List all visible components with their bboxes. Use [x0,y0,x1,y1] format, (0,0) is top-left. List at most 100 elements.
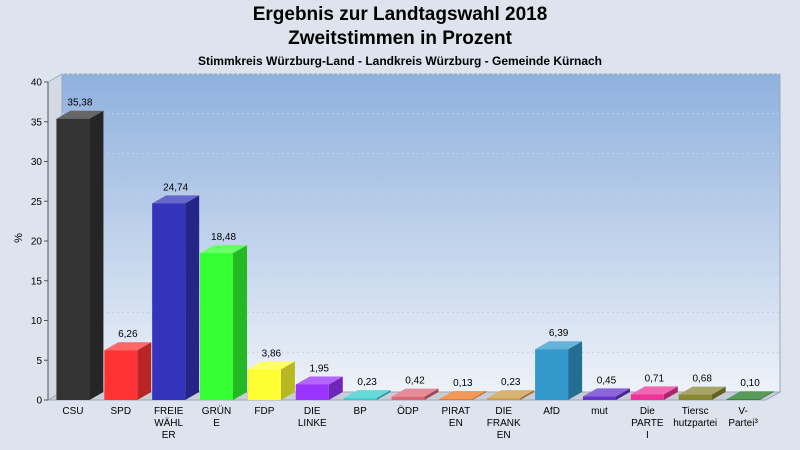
bar-top [295,376,343,385]
bar-side [89,110,104,400]
x-tick-label-line: Die [640,406,655,417]
bar-top [630,386,678,395]
bar-top [726,391,774,400]
bar-side [759,391,774,400]
x-tick-label: DIE LINKE [298,406,327,429]
chart-subtitle: Zweitstimmen in Prozent [288,28,512,49]
bar [535,341,583,400]
bar-front [630,394,664,400]
bar-front [295,384,329,400]
x-tick-label-line: mut [591,406,608,417]
x-tick-label: SPD [111,406,132,417]
data-label: 0,42 [405,376,425,387]
data-label: 0,23 [357,377,377,388]
data-label: 18,48 [211,232,236,243]
bar-top [678,386,726,395]
bar [391,388,439,400]
bar-top [200,245,248,254]
bar [439,390,487,400]
y-tick-label: 5 [36,356,42,367]
x-tick-label: Die PARTE I [631,406,664,441]
x-tick-label-line: Tiersc [682,406,709,417]
data-label: 0,71 [645,373,665,384]
bar-top [343,390,391,399]
bar [343,390,391,400]
bar-front [582,396,616,400]
bar-side [328,376,343,400]
x-tick-label: FREIE WÄHL ER [154,406,184,441]
x-tick-label-line: PARTE [631,418,664,429]
x-tick-label-line: EN [449,418,463,429]
data-label: 0,68 [692,374,712,385]
y-tick-label: 40 [31,78,43,89]
y-tick-label: 30 [31,157,43,168]
x-tick-label-line: SPD [111,406,132,417]
bar [678,386,726,400]
bar-front [56,118,90,400]
x-tick-label: mut [591,406,608,417]
x-tick-label: CSU [62,406,83,417]
data-label: 3,86 [262,348,282,359]
bar [582,388,630,400]
x-tick-label: BP [353,406,367,417]
bar [152,195,200,400]
bar-side [568,341,583,400]
data-label: 6,26 [118,329,138,340]
data-label: 0,13 [453,378,473,389]
bar-front [343,398,377,400]
bar-front [152,203,186,400]
data-label: 0,23 [501,377,521,388]
x-tick-label-line: EN [497,430,511,441]
bar-front [200,253,234,400]
x-tick-label: ÖDP [397,405,419,417]
x-tick-label: PIRAT EN [442,406,471,429]
bar-top [104,342,152,351]
x-tick-label-line: BP [353,406,367,417]
bar-front [104,350,138,400]
x-tick-label-line: PIRAT [442,406,471,417]
x-tick-label-line: AfD [543,406,560,417]
bar [726,391,774,400]
x-tick-label-line: hutzpartei [673,418,717,429]
bar-top [247,361,295,370]
x-tick-label-line: CSU [62,406,83,417]
bar-side [233,245,248,400]
x-tick-label: GRÜN E [202,405,231,429]
bar-side [472,390,487,400]
bar-side [615,388,630,400]
data-label: 0,10 [740,378,760,389]
chart-title: Ergebnis zur Landtagswahl 2018 [252,4,548,25]
x-tick-label-line: I [646,430,649,441]
x-tick-label-line: FDP [254,406,274,417]
x-tick-label-line: Partei³ [728,418,758,429]
x-tick-label-line: E [213,418,220,429]
bar-front [487,398,521,400]
x-tick-label-line: FREIE [154,406,184,417]
y-tick-label: 10 [31,316,43,327]
bar-side [137,342,152,400]
y-tick-label: 35 [31,117,43,128]
x-tick-label-line: DIE [304,406,321,417]
bar-top [535,341,583,350]
bar [630,386,678,400]
x-tick-label-line: DIE [495,406,512,417]
bar-front [535,349,569,400]
bar-top [391,388,439,397]
bar-top [152,195,200,204]
bar-front [247,369,281,400]
x-tick-label-line: ER [162,430,176,441]
data-label: 24,74 [163,182,188,193]
data-label: 0,45 [597,375,617,386]
x-tick-label: AfD [543,406,560,417]
data-label: 35,38 [67,98,92,109]
bar-side [711,386,726,400]
y-tick-label: 15 [31,276,43,287]
bar-front [678,394,712,400]
x-tick-label-line: GRÜN [202,405,231,417]
bar-top [487,390,535,399]
x-tick-label-line: WÄHL [154,417,183,429]
bar [200,245,248,400]
bar-top [439,390,487,399]
y-axis-label: % [13,233,25,243]
